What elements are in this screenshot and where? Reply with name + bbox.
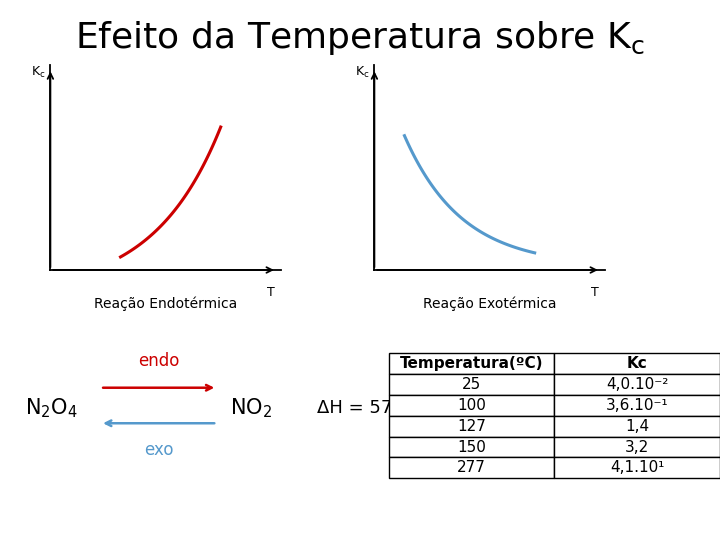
Text: T: T xyxy=(267,286,274,299)
Text: Efeito da Temperatura sobre $\mathregular{K_c}$: Efeito da Temperatura sobre $\mathregula… xyxy=(75,19,645,57)
Text: ΔH = 57,2 kJ: ΔH = 57,2 kJ xyxy=(318,399,431,417)
Text: $\mathregular{NO_2}$: $\mathregular{NO_2}$ xyxy=(230,396,272,420)
Text: $\mathregular{N_2O_4}$: $\mathregular{N_2O_4}$ xyxy=(25,396,78,420)
Text: T: T xyxy=(591,286,598,299)
Text: $\mathregular{K_c}$: $\mathregular{K_c}$ xyxy=(355,65,369,80)
Text: Reação Endotérmica: Reação Endotérmica xyxy=(94,296,237,311)
Text: Reação Exotérmica: Reação Exotérmica xyxy=(423,296,557,311)
Text: exo: exo xyxy=(144,441,174,459)
Text: $\mathregular{K_c}$: $\mathregular{K_c}$ xyxy=(31,65,45,80)
Text: endo: endo xyxy=(138,352,179,370)
